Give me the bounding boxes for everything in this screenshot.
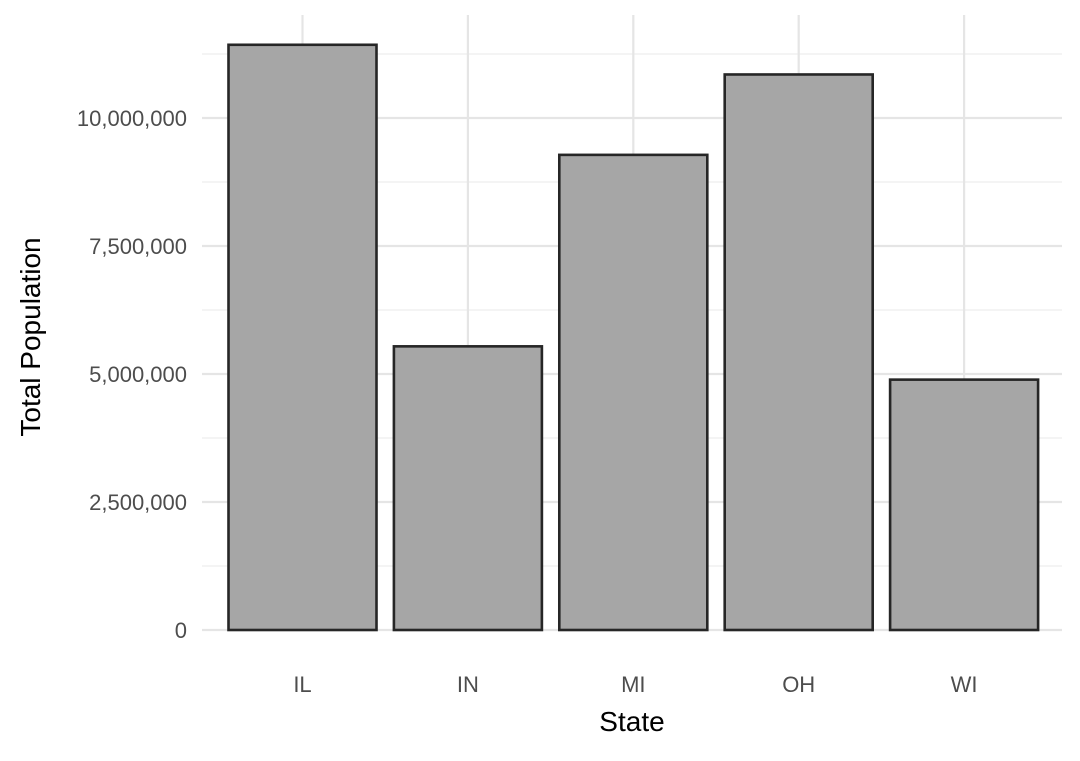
y-tick-label: 0 <box>175 618 187 643</box>
bar-oh <box>723 73 875 632</box>
x-tick-label-mi: MI <box>621 672 645 697</box>
x-tick-label-oh: OH <box>782 672 815 697</box>
y-axis-title: Total Population <box>15 237 46 436</box>
x-tick-label-il: IL <box>293 672 311 697</box>
x-tick-labels: IL IN MI OH WI <box>293 672 977 697</box>
x-tick-label-in: IN <box>457 672 479 697</box>
y-tick-label: 5,000,000 <box>89 362 187 387</box>
bar-mi <box>557 153 709 632</box>
x-axis-title: State <box>599 706 664 737</box>
y-tick-label: 7,500,000 <box>89 234 187 259</box>
bar-il <box>227 43 378 632</box>
bar-layer <box>227 43 1040 632</box>
y-tick-label: 10,000,000 <box>77 106 187 131</box>
y-tick-labels: 0 2,500,000 5,000,000 7,500,000 10,000,000 <box>77 106 187 643</box>
x-tick-label-wi: WI <box>951 672 978 697</box>
bar-wi <box>888 378 1040 632</box>
y-tick-label: 2,500,000 <box>89 490 187 515</box>
bar-in <box>392 345 544 632</box>
